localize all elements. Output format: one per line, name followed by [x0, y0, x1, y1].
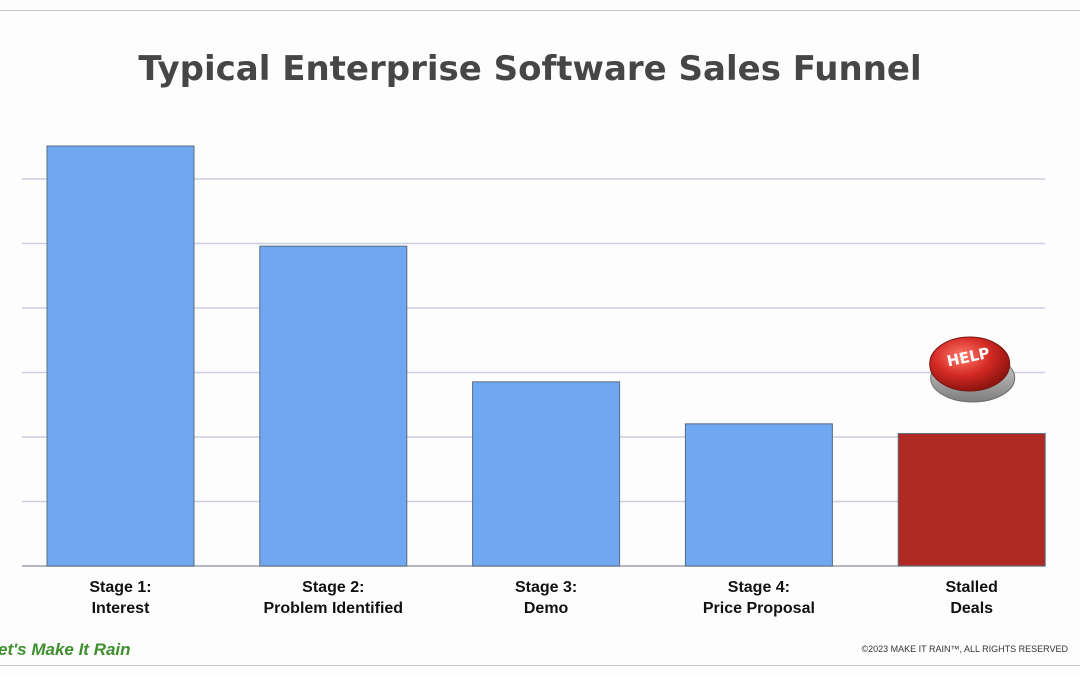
category-labels: Stage 1: Interest Stage 2: Problem Identifi…	[89, 579, 998, 617]
category-label: Problem Identified	[264, 600, 404, 617]
bar	[46, 145, 195, 567]
bottom-border	[0, 665, 1080, 666]
category-label: Price Proposal	[703, 600, 815, 617]
category-label: Deals	[950, 600, 993, 617]
bar	[472, 381, 621, 567]
category-label: Interest	[92, 600, 150, 617]
bar	[259, 245, 408, 567]
category-label: Stage 3:	[515, 579, 577, 596]
category-label: Stalled	[945, 579, 997, 596]
bar	[897, 433, 1046, 567]
bar	[684, 423, 833, 567]
help-button-icon: HELP	[929, 336, 1016, 403]
help-button-cap	[929, 336, 1011, 392]
category-label: Demo	[524, 600, 569, 617]
category-label: Stage 1:	[89, 579, 151, 596]
chart-title: Typical Enterprise Software Sales Funnel	[138, 49, 921, 89]
top-border	[0, 10, 1080, 11]
annotation: HELP	[929, 336, 1016, 403]
copyright-notice: ©2023 MAKE IT RAIN™, ALL RIGHTS RESERVED	[861, 644, 1068, 654]
brand-tagline: et's Make It Rain	[0, 640, 131, 659]
category-label: Stage 4:	[728, 579, 790, 596]
category-label: Stage 2:	[302, 579, 364, 596]
bars	[46, 145, 1046, 567]
